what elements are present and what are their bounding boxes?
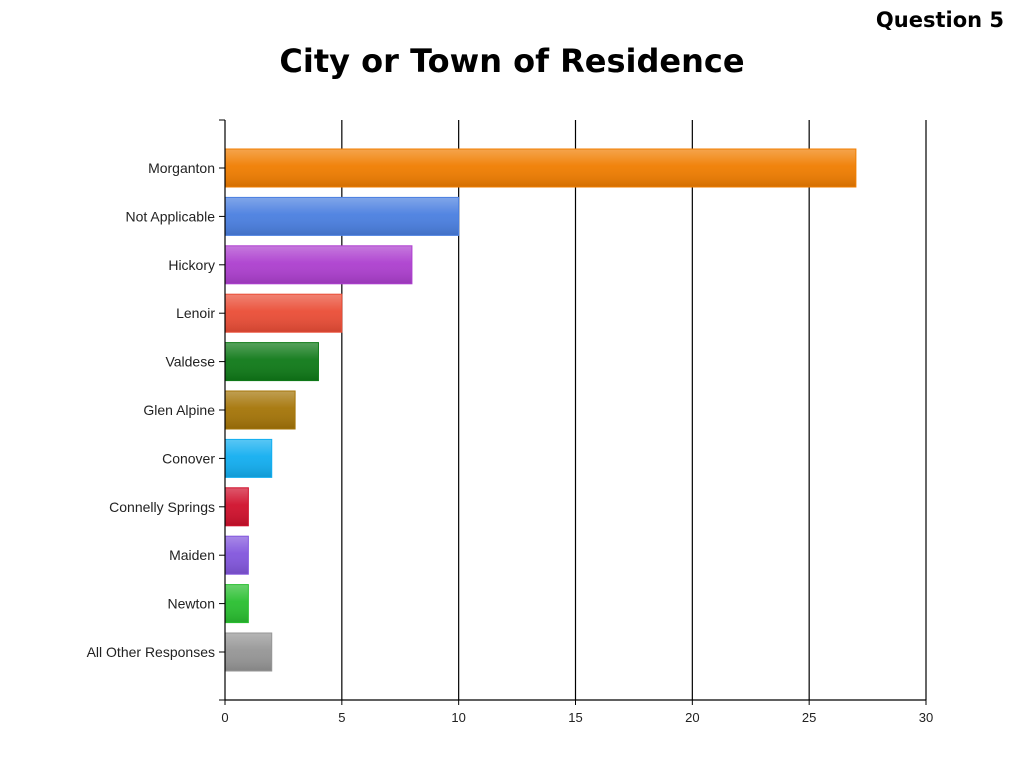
category-label: Not Applicable — [125, 208, 215, 224]
category-label: Newton — [168, 596, 215, 612]
x-tick-label: 25 — [802, 710, 816, 725]
bar-highlight — [224, 196, 460, 236]
x-tick-label: 5 — [338, 710, 345, 725]
category-label: Lenoir — [176, 305, 215, 321]
bar-highlight — [224, 342, 319, 382]
x-tick-label: 0 — [221, 710, 228, 725]
bar-highlight — [224, 390, 296, 430]
bar-highlight — [224, 632, 273, 672]
category-label: Conover — [162, 450, 215, 466]
bar-highlight — [224, 584, 249, 624]
chart-title: City or Town of Residence — [279, 42, 745, 80]
category-label: Hickory — [168, 257, 215, 273]
x-tick-label: 15 — [568, 710, 582, 725]
bar-highlight — [224, 487, 249, 527]
question-label: Question 5 — [875, 8, 1004, 32]
x-tick-label: 10 — [451, 710, 465, 725]
bar-highlight — [224, 535, 249, 575]
bar-highlight — [224, 438, 273, 478]
category-label: Morganton — [148, 160, 215, 176]
x-tick-label: 30 — [919, 710, 933, 725]
x-tick-label: 20 — [685, 710, 699, 725]
category-label: Glen Alpine — [143, 402, 215, 418]
category-label: All Other Responses — [87, 644, 215, 660]
category-label: Maiden — [169, 547, 215, 563]
category-label: Valdese — [165, 354, 215, 370]
bar-highlight — [224, 245, 413, 285]
category-label: Connelly Springs — [109, 499, 215, 515]
bar-highlight — [224, 293, 343, 333]
bar-highlight — [224, 148, 857, 188]
